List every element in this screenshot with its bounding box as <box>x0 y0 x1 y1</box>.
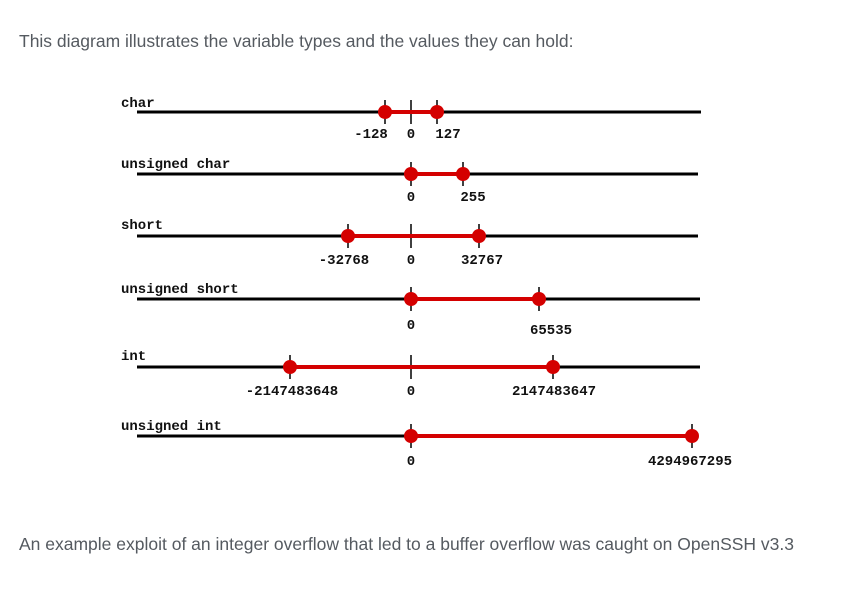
min-dot <box>283 360 297 374</box>
row-unsigned-char: unsigned char 0 255 <box>121 157 698 206</box>
row-char: char -128 0 127 <box>121 96 701 143</box>
min-label: -128 <box>354 127 388 143</box>
max-label: 4294967295 <box>648 454 732 470</box>
min-dot <box>404 429 418 443</box>
zero-label: 0 <box>407 253 415 269</box>
zero-label: 0 <box>407 318 415 334</box>
min-dot <box>341 229 355 243</box>
max-label: 255 <box>460 190 485 206</box>
max-label: 32767 <box>461 253 503 269</box>
max-dot <box>685 429 699 443</box>
intro-paragraph: This diagram illustrates the variable ty… <box>19 31 574 51</box>
row-unsigned-int: unsigned int 0 4294967295 <box>121 419 732 470</box>
zero-label: 0 <box>407 384 415 400</box>
type-label: unsigned short <box>121 282 239 298</box>
max-dot <box>456 167 470 181</box>
min-dot <box>404 292 418 306</box>
min-label: -2147483648 <box>246 384 338 400</box>
type-label: unsigned char <box>121 157 230 173</box>
max-label: 65535 <box>530 323 572 339</box>
max-label: 127 <box>435 127 460 143</box>
min-label: -32768 <box>319 253 369 269</box>
type-label: unsigned int <box>121 419 222 435</box>
type-label: char <box>121 96 155 112</box>
type-label: short <box>121 218 163 234</box>
min-dot <box>378 105 392 119</box>
zero-label: 0 <box>407 190 415 206</box>
type-label: int <box>121 349 146 365</box>
max-dot <box>532 292 546 306</box>
min-dot <box>404 167 418 181</box>
max-dot <box>430 105 444 119</box>
max-dot <box>472 229 486 243</box>
zero-label: 0 <box>407 454 415 470</box>
max-label: 2147483647 <box>512 384 596 400</box>
row-unsigned-short: unsigned short 0 65535 <box>121 282 700 339</box>
zero-label: 0 <box>407 127 415 143</box>
max-dot <box>546 360 560 374</box>
outro-paragraph: An example exploit of an integer overflo… <box>19 534 794 554</box>
row-int: int -2147483648 0 2147483647 <box>121 349 700 400</box>
row-short: short -32768 0 32767 <box>121 218 698 269</box>
